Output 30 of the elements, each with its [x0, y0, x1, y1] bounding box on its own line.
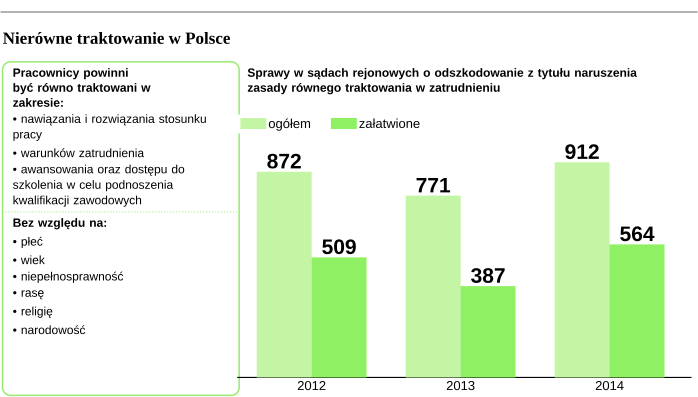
data-label: 872	[267, 153, 301, 168]
legend-label: załatwione	[359, 118, 420, 128]
text: Nierówne traktowanie w Polsce	[3, 32, 230, 44]
bar	[460, 286, 516, 378]
text: • warunków zatrudnienia	[13, 148, 144, 158]
data-label: 564	[620, 226, 654, 241]
text: • narodowość	[13, 325, 86, 334]
text: • niepełnosprawność	[13, 271, 124, 283]
legend-label: ogółem	[268, 118, 310, 130]
data-label: 509	[322, 239, 356, 254]
bar	[554, 162, 610, 378]
text: • awansowania oraz dostępu do szkolenia w celu podnoszenia kwalifikacji zawodowych	[13, 164, 184, 207]
text: Pracownicy powinni być równo traktowani w zakresie:	[13, 68, 151, 107]
x-tick-label: 2014	[596, 380, 624, 390]
bar	[312, 257, 367, 378]
data-label: 912	[565, 144, 599, 159]
x-tick-label: 2013	[446, 380, 474, 390]
text: • wiek	[13, 255, 45, 264]
text: • płeć	[13, 236, 43, 248]
text: • religię	[13, 306, 52, 318]
chart-title: Sprawy w sądach rejonowych o odszkodowanie z tytułu naruszenia zasady równego traktowania w zatrudnieniu	[248, 68, 637, 94]
text: • nawiązania i rozwiązania stosunku pracy	[13, 114, 206, 141]
data-label: 387	[471, 268, 505, 283]
x-tick-label: 2012	[298, 380, 326, 390]
text: • rasę	[13, 290, 44, 300]
text: Bez względu na:	[13, 218, 106, 230]
bar	[610, 244, 664, 378]
data-label: 771	[416, 178, 450, 192]
bar	[406, 195, 461, 378]
bar	[256, 172, 312, 378]
